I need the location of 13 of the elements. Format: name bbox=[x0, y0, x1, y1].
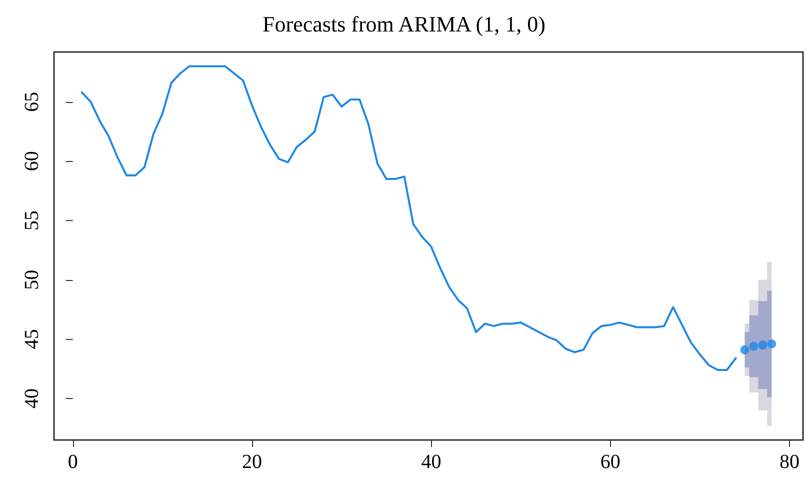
line-series bbox=[80, 65, 737, 371]
x-tick-label: 20 bbox=[242, 451, 262, 473]
chart-title: Forecasts from ARIMA (1, 1, 0) bbox=[262, 12, 546, 36]
y-tick-label: 40 bbox=[21, 388, 43, 408]
x-tick-label: 80 bbox=[780, 451, 800, 473]
y-tick-label: 55 bbox=[21, 210, 43, 230]
x-tick-label: 40 bbox=[421, 451, 442, 473]
y-tick-label: 45 bbox=[21, 329, 43, 350]
y-tick-label: 60 bbox=[21, 151, 43, 172]
y-tick-label: 65 bbox=[21, 92, 43, 112]
x-tick-label: 0 bbox=[68, 451, 78, 473]
x-tick-label: 60 bbox=[600, 451, 620, 473]
y-tick-label: 50 bbox=[21, 270, 43, 290]
